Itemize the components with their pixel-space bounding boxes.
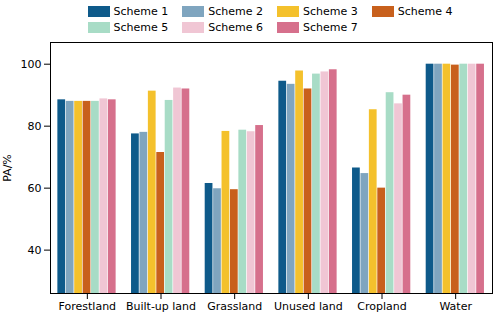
html-text:Scheme 7: Scheme 7 [303, 20, 358, 34]
html-text:Scheme 1: Scheme 1 [113, 4, 169, 18]
svg-text:Water: Water [439, 300, 472, 313]
svg-text:100: 100 [21, 58, 42, 71]
html-text:Scheme 6: Scheme 6 [208, 20, 263, 34]
svg-text:60: 60 [28, 182, 42, 195]
svg-text:80: 80 [28, 120, 42, 133]
svg-text:PA/%: PA/% [1, 154, 14, 182]
svg-text:Built-up land: Built-up land [126, 300, 196, 313]
html-text:Scheme 3: Scheme 3 [303, 4, 358, 18]
html-text:Scheme 2: Scheme 2 [208, 4, 263, 18]
svg-text:Grassland: Grassland [207, 300, 262, 313]
svg-text:40: 40 [28, 244, 42, 257]
svg-text:Cropland: Cropland [357, 300, 406, 313]
html-text:Scheme 5: Scheme 5 [113, 20, 169, 34]
html-text:Scheme 4: Scheme 4 [397, 4, 453, 18]
svg-text:Forestland: Forestland [59, 300, 117, 313]
svg-text:Unused land: Unused land [274, 300, 343, 313]
